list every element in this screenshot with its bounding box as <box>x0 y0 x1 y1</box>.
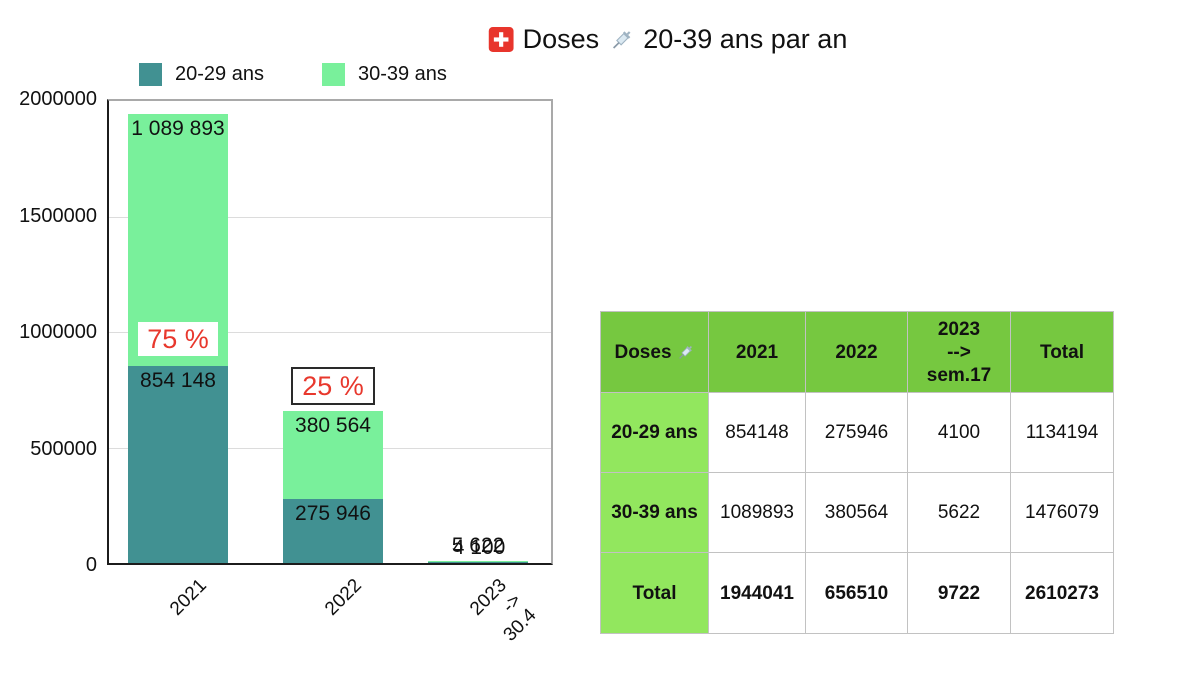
table-data-cell: 1944041 <box>709 553 806 633</box>
gridline <box>109 332 551 333</box>
gridline <box>109 217 551 218</box>
x-axis-tick-label: 2022 <box>321 575 366 620</box>
y-axis-tick-label: 2000000 <box>19 88 97 110</box>
percentage-annotation-text: 25 % <box>291 367 375 405</box>
y-axis: 0 500000 1000000 1500000 2000000 <box>0 88 97 576</box>
legend-label-30-39: 30-39 ans <box>357 63 447 85</box>
legend-item-30-39: 30-39 ans <box>321 63 447 86</box>
legend-swatch-30-39 <box>321 63 345 86</box>
y-axis-tick-label: 500000 <box>30 438 97 460</box>
percentage-annotation: 25 % <box>283 367 383 405</box>
legend: 20-29 ans 30-39 ans <box>139 63 447 86</box>
y-axis-tick-label: 1500000 <box>19 205 97 227</box>
table-data-cell: 4100 <box>908 393 1011 473</box>
legend-item-20-29: 20-29 ans <box>139 63 264 86</box>
table-header-doses-label: Doses <box>614 341 672 363</box>
table-data-cell: 9722 <box>908 553 1011 633</box>
table-data-cell: 2610273 <box>1025 582 1099 604</box>
table-header-cell: Total <box>1011 312 1113 393</box>
y-axis-tick-label: 1000000 <box>19 321 97 343</box>
table-data-cell: 1476079 <box>1011 473 1113 553</box>
table-header-cell: 2021 <box>709 312 806 393</box>
table-data-cell: 5622 <box>908 473 1011 553</box>
syringe-icon <box>676 343 695 362</box>
legend-label-20-29: 20-29 ans <box>175 63 264 85</box>
bar-value-label: 1 089 893 <box>131 117 225 140</box>
legend-swatch-20-29 <box>139 63 162 86</box>
bar-chart-plot-area: 1 089 893 854 148 380 564 275 946 5 622 4 100… <box>107 99 553 565</box>
table-row-label: 30-39 ans <box>601 473 709 553</box>
x-axis-tick-label: 2023 -> 30.4 <box>466 575 541 646</box>
chart-title-text-1: Doses <box>522 24 600 54</box>
table-data-cell: 1089893 <box>709 473 806 553</box>
chart-title-text-2: 20-39 ans par an <box>643 24 848 54</box>
y-axis-tick-label: 0 <box>85 554 97 576</box>
table-data-cell: 1134194 <box>1011 393 1113 473</box>
table-header-cell: 2022 <box>806 312 908 393</box>
bar-value-label: 275 946 <box>295 502 371 525</box>
bar-value-label: 5 622 <box>451 534 505 557</box>
table-data-cell: 380564 <box>806 473 908 553</box>
bar-segment-30-39-ans <box>283 411 383 499</box>
table-header-cell: Doses <box>601 312 709 393</box>
table-data-cell: 275946 <box>806 393 908 473</box>
bar-segment-20-29-ans <box>283 499 383 563</box>
syringe-icon <box>608 27 634 53</box>
table-row-label: Total <box>601 553 709 633</box>
table-data-cell: 854148 <box>709 393 806 473</box>
data-table: Doses 2021 2022 2023 --> sem.17 Total 20-29 … <box>600 311 1114 634</box>
x-axis-tick-label: 2021 <box>166 575 211 620</box>
table-data-cell: 656510 <box>806 553 908 633</box>
chart-title: Doses 20-39 ans par an <box>488 24 848 55</box>
percentage-annotation: 75 % <box>128 322 228 356</box>
bar-value-label: 854 148 <box>140 369 216 392</box>
table-header-cell: 2023 --> sem.17 <box>908 312 1011 393</box>
bar-value-label: 380 564 <box>295 414 371 437</box>
table-row-label: 20-29 ans <box>601 393 709 473</box>
swiss-flag-icon <box>488 27 514 52</box>
bar-segment-20-29-ans <box>428 562 528 563</box>
bar-segment-20-29-ans <box>128 366 228 563</box>
bar-value-label: 4 100 <box>452 536 506 559</box>
percentage-annotation-text: 75 % <box>138 322 218 356</box>
bar-segment-30-39-ans <box>428 561 528 562</box>
